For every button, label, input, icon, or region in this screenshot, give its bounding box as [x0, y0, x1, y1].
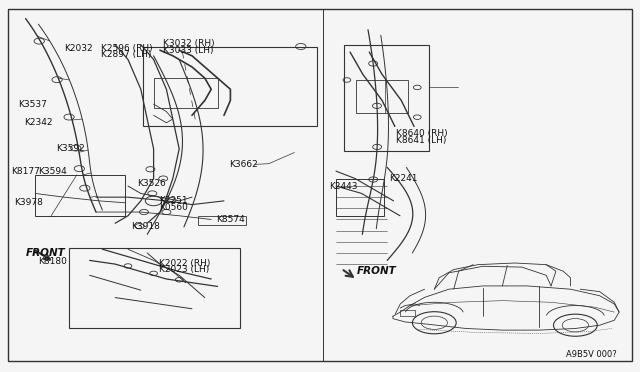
Text: K3918: K3918 — [131, 222, 160, 231]
Bar — [69, 248, 240, 328]
Text: K3032 (RH): K3032 (RH) — [163, 39, 215, 48]
Text: K2032: K2032 — [64, 44, 93, 53]
Text: K3537: K3537 — [18, 100, 47, 109]
Text: K8180: K8180 — [38, 257, 67, 266]
Text: K0560: K0560 — [159, 203, 188, 212]
Text: K2443: K2443 — [330, 182, 358, 190]
Text: K3594: K3594 — [38, 167, 67, 176]
Text: K2596 (RH): K2596 (RH) — [101, 44, 153, 53]
Text: K3978: K3978 — [14, 198, 43, 207]
Bar — [344, 45, 429, 151]
Text: K3592: K3592 — [56, 144, 85, 153]
Text: K8177: K8177 — [12, 167, 40, 176]
Bar — [336, 179, 384, 216]
Text: K2023 (LH): K2023 (LH) — [159, 265, 209, 274]
Text: K2342: K2342 — [24, 118, 53, 126]
Text: K3033 (LH): K3033 (LH) — [163, 46, 214, 55]
Bar — [143, 46, 317, 126]
Text: K8640 (RH): K8640 (RH) — [396, 129, 447, 138]
Bar — [198, 216, 246, 225]
Text: FRONT: FRONT — [26, 248, 65, 258]
Bar — [356, 80, 408, 113]
Text: FRONT: FRONT — [357, 266, 397, 276]
Text: K2897 (LH): K2897 (LH) — [101, 50, 152, 59]
Text: K2241: K2241 — [389, 174, 418, 183]
Bar — [400, 310, 415, 316]
Text: K2022 (RH): K2022 (RH) — [159, 259, 210, 268]
Text: K3662: K3662 — [229, 160, 258, 169]
Text: A9B5V 000?: A9B5V 000? — [566, 350, 617, 359]
Text: K8574: K8574 — [216, 215, 245, 224]
Text: K3526: K3526 — [138, 179, 166, 187]
Text: K8641 (LH): K8641 (LH) — [396, 136, 446, 145]
Bar — [154, 78, 218, 108]
Bar — [35, 175, 125, 216]
Text: K2251: K2251 — [159, 196, 188, 205]
